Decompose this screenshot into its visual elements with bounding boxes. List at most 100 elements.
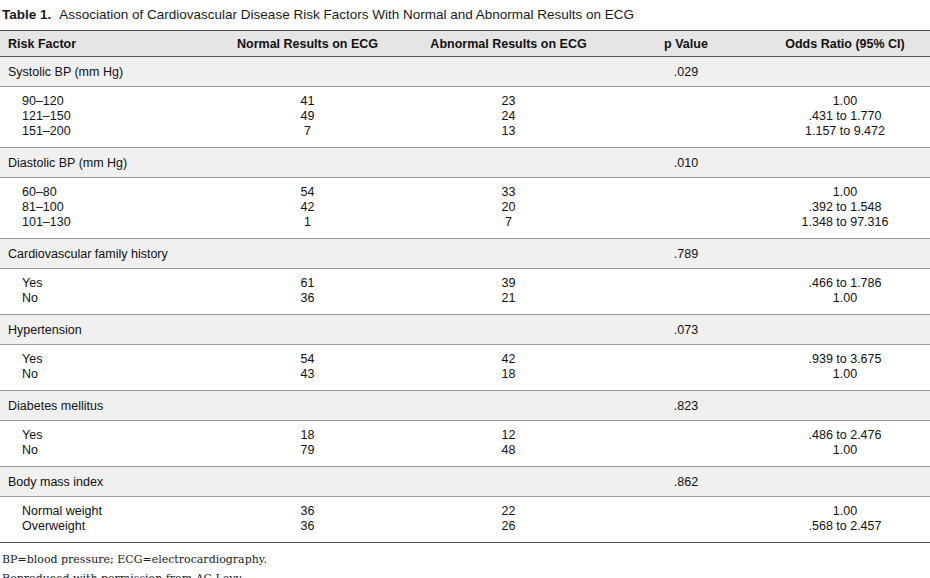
odds-ratio-value: .939 to 3.675 <box>760 345 930 368</box>
data-row: 81–100 42 20 .392 to 1.548 <box>0 200 930 215</box>
section-label: Hypertension <box>0 315 210 345</box>
row-label: Yes <box>0 269 210 292</box>
data-row: No 36 21 1.00 <box>0 291 930 315</box>
normal-count: 43 <box>210 367 405 391</box>
data-row: No 79 48 1.00 <box>0 443 930 467</box>
odds-ratio-value: 1.00 <box>760 178 930 201</box>
abnormal-count: 18 <box>405 367 612 391</box>
row-label: 101–130 <box>0 215 210 239</box>
header-row: Risk Factor Normal Results on ECG Abnorm… <box>0 31 930 57</box>
table-title-text: Association of Cardiovascular Disease Ri… <box>59 7 634 22</box>
normal-count: 36 <box>210 291 405 315</box>
footnote-abbreviations: BP=blood pressure; ECG=electrocardiograp… <box>2 553 930 567</box>
data-row: 151–200 7 13 1.157 to 9.472 <box>0 124 930 148</box>
column-header-odds-ratio: Odds Ratio (95% CI) <box>760 31 930 57</box>
abnormal-count: 42 <box>405 345 612 368</box>
abnormal-count: 20 <box>405 200 612 215</box>
section-row-diabetes: Diabetes mellitus .823 <box>0 391 930 421</box>
row-label: Yes <box>0 345 210 368</box>
normal-count: 36 <box>210 497 405 520</box>
abnormal-count: 13 <box>405 124 612 148</box>
section-p-value: .073 <box>612 315 760 345</box>
section-p-value: .010 <box>612 148 760 178</box>
abnormal-count: 12 <box>405 421 612 444</box>
abnormal-count: 7 <box>405 215 612 239</box>
column-header-risk-factor: Risk Factor <box>0 31 210 57</box>
section-row-hypertension: Hypertension .073 <box>0 315 930 345</box>
column-header-normal-results: Normal Results on ECG <box>210 31 405 57</box>
odds-ratio-value: 1.348 to 97.316 <box>760 215 930 239</box>
table-title: Table 1. Association of Cardiovascular Di… <box>0 0 930 30</box>
column-header-abnormal-results: Abnormal Results on ECG <box>405 31 612 57</box>
normal-count: 18 <box>210 421 405 444</box>
section-label: Cardiovascular family history <box>0 239 210 269</box>
normal-count: 1 <box>210 215 405 239</box>
data-row: Normal weight 36 22 1.00 <box>0 497 930 520</box>
data-row: Yes 54 42 .939 to 3.675 <box>0 345 930 368</box>
data-row: Overweight 36 26 .568 to 2.457 <box>0 519 930 543</box>
section-label: Diastolic BP (mm Hg) <box>0 148 210 178</box>
section-row-body-mass-index: Body mass index .862 <box>0 467 930 497</box>
section-row-family-history: Cardiovascular family history .789 <box>0 239 930 269</box>
page: Table 1. Association of Cardiovascular Di… <box>0 0 930 578</box>
footnote-attribution: Reproduced with permission from AC Levy. <box>2 572 930 578</box>
section-p-value: .862 <box>612 467 760 497</box>
data-row: No 43 18 1.00 <box>0 367 930 391</box>
section-row-systolic-bp: Systolic BP (mm Hg) .029 <box>0 57 930 87</box>
odds-ratio-value: 1.00 <box>760 87 930 110</box>
abnormal-count: 22 <box>405 497 612 520</box>
risk-factors-table: Risk Factor Normal Results on ECG Abnorm… <box>0 30 930 543</box>
abnormal-count: 39 <box>405 269 612 292</box>
footnotes: BP=blood pressure; ECG=electrocardiograp… <box>2 553 930 578</box>
column-header-p-value: p Value <box>612 31 760 57</box>
odds-ratio-value: .486 to 2.476 <box>760 421 930 444</box>
section-label: Systolic BP (mm Hg) <box>0 57 210 87</box>
normal-count: 36 <box>210 519 405 543</box>
normal-count: 54 <box>210 345 405 368</box>
abnormal-count: 21 <box>405 291 612 315</box>
abnormal-count: 26 <box>405 519 612 543</box>
section-label: Body mass index <box>0 467 210 497</box>
row-label: Overweight <box>0 519 210 543</box>
abnormal-count: 48 <box>405 443 612 467</box>
odds-ratio-value: 1.00 <box>760 367 930 391</box>
row-label: 90–120 <box>0 87 210 110</box>
row-label: 151–200 <box>0 124 210 148</box>
odds-ratio-value: 1.157 to 9.472 <box>760 124 930 148</box>
table-number-label: Table 1. <box>2 7 51 22</box>
row-label: No <box>0 291 210 315</box>
section-p-value: .029 <box>612 57 760 87</box>
row-label: Yes <box>0 421 210 444</box>
row-label: 121–150 <box>0 109 210 124</box>
odds-ratio-value: 1.00 <box>760 443 930 467</box>
odds-ratio-value: 1.00 <box>760 291 930 315</box>
normal-count: 41 <box>210 87 405 110</box>
normal-count: 49 <box>210 109 405 124</box>
row-label: Normal weight <box>0 497 210 520</box>
row-label: 60–80 <box>0 178 210 201</box>
row-label: No <box>0 367 210 391</box>
data-row: 121–150 49 24 .431 to 1.770 <box>0 109 930 124</box>
section-p-value: .789 <box>612 239 760 269</box>
row-label: 81–100 <box>0 200 210 215</box>
odds-ratio-value: .392 to 1.548 <box>760 200 930 215</box>
normal-count: 61 <box>210 269 405 292</box>
odds-ratio-value: 1.00 <box>760 497 930 520</box>
odds-ratio-value: .466 to 1.786 <box>760 269 930 292</box>
data-row: 60–80 54 33 1.00 <box>0 178 930 201</box>
normal-count: 42 <box>210 200 405 215</box>
section-p-value: .823 <box>612 391 760 421</box>
normal-count: 54 <box>210 178 405 201</box>
abnormal-count: 24 <box>405 109 612 124</box>
data-row: Yes 18 12 .486 to 2.476 <box>0 421 930 444</box>
section-row-diastolic-bp: Diastolic BP (mm Hg) .010 <box>0 148 930 178</box>
odds-ratio-value: .431 to 1.770 <box>760 109 930 124</box>
data-row: 90–120 41 23 1.00 <box>0 87 930 110</box>
data-row: 101–130 1 7 1.348 to 97.316 <box>0 215 930 239</box>
abnormal-count: 33 <box>405 178 612 201</box>
normal-count: 7 <box>210 124 405 148</box>
section-label: Diabetes mellitus <box>0 391 210 421</box>
normal-count: 79 <box>210 443 405 467</box>
abnormal-count: 23 <box>405 87 612 110</box>
row-label: No <box>0 443 210 467</box>
